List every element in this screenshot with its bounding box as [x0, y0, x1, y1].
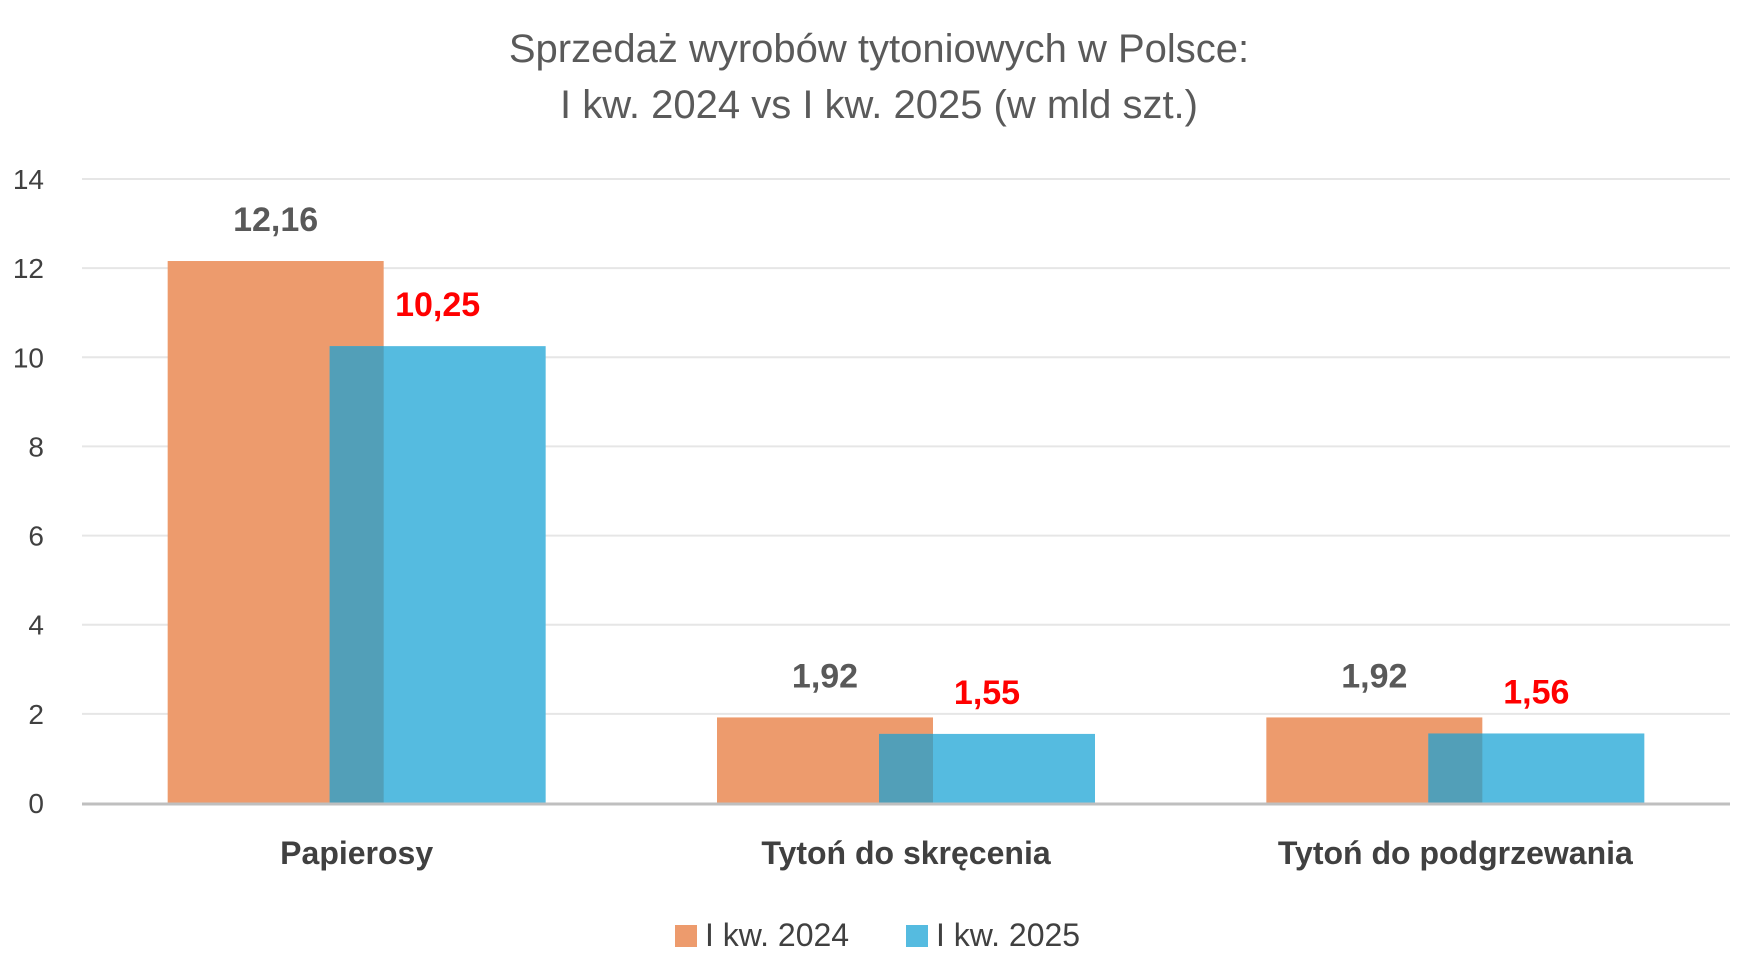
- chart-title: Sprzedaż wyrobów tytoniowych w Polsce:: [509, 27, 1249, 71]
- legend: I kw. 2024 I kw. 2025: [675, 917, 1080, 953]
- legend-label: I kw. 2025: [936, 917, 1080, 953]
- category-labels: Papierosy Tytoń do skręcenia Tytoń do podg…: [280, 835, 1633, 871]
- y-tick-label: 4: [28, 610, 44, 641]
- data-label-2025: 10,25: [395, 286, 480, 324]
- y-axis-ticks: 0 2 4 6 8 10 12 14: [13, 164, 44, 819]
- chart-title-group: Sprzedaż wyrobów tytoniowych w Polsce: I…: [509, 27, 1249, 127]
- y-tick-label: 14: [13, 164, 44, 195]
- category-label: Tytoń do skręcenia: [761, 835, 1050, 871]
- legend-label: I kw. 2024: [705, 917, 849, 953]
- bar-overlap: [1428, 733, 1483, 803]
- data-label-2024: 12,16: [233, 201, 318, 239]
- data-label-2024: 1,92: [792, 657, 858, 695]
- chart-subtitle: I kw. 2024 vs I kw. 2025 (w mld szt.): [560, 83, 1198, 127]
- legend-swatch: [906, 925, 928, 947]
- data-label-2025: 1,56: [1503, 673, 1569, 711]
- bars: [167, 261, 1645, 803]
- y-tick-label: 10: [13, 342, 44, 373]
- y-tick-label: 6: [28, 521, 44, 552]
- y-tick-label: 8: [28, 431, 44, 462]
- category-label: Papierosy: [280, 835, 433, 871]
- y-tick-label: 0: [28, 788, 44, 819]
- data-labels: 12,16 10,25 1,92 1,55 1,92 1,56: [233, 201, 1569, 712]
- bar-overlap: [329, 346, 384, 803]
- data-label-2024: 1,92: [1341, 657, 1407, 695]
- legend-swatch: [675, 925, 697, 947]
- y-tick-label: 2: [28, 699, 44, 730]
- category-label: Tytoń do podgrzewania: [1278, 835, 1633, 871]
- data-label-2025: 1,55: [954, 674, 1020, 712]
- y-tick-label: 12: [13, 253, 44, 284]
- bar-overlap: [879, 733, 933, 803]
